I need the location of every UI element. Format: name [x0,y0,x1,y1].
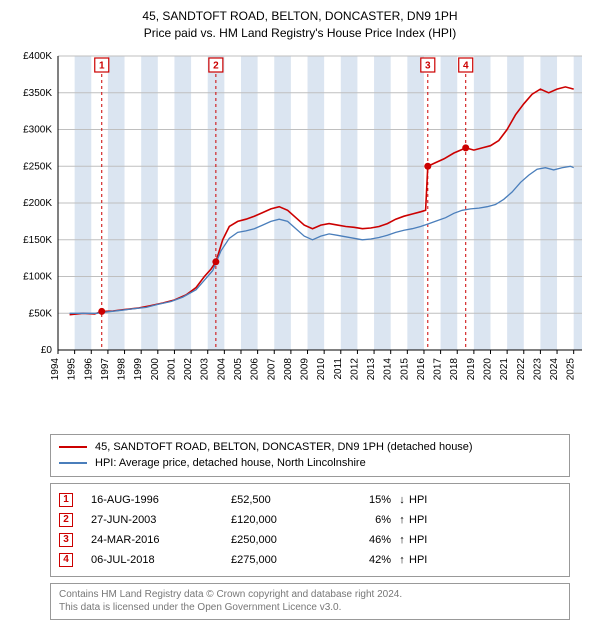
svg-text:2005: 2005 [233,357,244,380]
svg-text:2001: 2001 [166,357,177,380]
svg-text:1998: 1998 [117,357,128,380]
event-date: 06-JUL-2018 [91,554,231,566]
legend-label-hpi: HPI: Average price, detached house, Nort… [95,455,366,472]
event-price: £52,500 [231,494,341,506]
svg-text:2013: 2013 [366,357,377,380]
svg-text:£100K: £100K [23,271,52,282]
svg-text:2012: 2012 [349,357,360,380]
chart: £0 £50K £100K £150K £200K £250K £300K £350K £400… [10,48,590,428]
svg-text:2025: 2025 [566,357,577,380]
svg-text:£50K: £50K [29,308,53,319]
svg-text:£350K: £350K [23,87,52,98]
event-marker: 3 [59,533,73,547]
svg-text:2023: 2023 [532,357,543,380]
events-table: 116-AUG-1996£52,50015%↓HPI227-JUN-2003£1… [50,483,570,577]
svg-text:2: 2 [213,60,219,71]
svg-text:1999: 1999 [133,357,144,380]
svg-text:2017: 2017 [433,357,444,380]
svg-text:2003: 2003 [200,357,211,380]
svg-text:£250K: £250K [23,161,52,172]
svg-text:2007: 2007 [266,357,277,380]
svg-text:£200K: £200K [23,198,52,209]
event-marker: 1 [59,493,73,507]
event-hpi-label: HPI [409,494,427,506]
event-row: 1 16-AUG-1996£52,50015% ↓HPI [59,490,561,510]
event-delta: 6% [341,514,391,526]
event-date: 16-AUG-1996 [91,494,231,506]
event-arrow-icon: ↓ [395,494,409,506]
footer: Contains HM Land Registry data © Crown c… [50,583,570,620]
event-delta: 15% [341,494,391,506]
svg-text:2004: 2004 [216,357,227,380]
svg-text:2010: 2010 [316,357,327,380]
title-block: 45, SANDTOFT ROAD, BELTON, DONCASTER, DN… [10,8,590,42]
svg-text:2014: 2014 [383,357,394,380]
legend-item-hpi: HPI: Average price, detached house, Nort… [59,455,561,472]
svg-text:£400K: £400K [23,51,52,62]
event-hpi-label: HPI [409,554,427,566]
event-date: 27-JUN-2003 [91,514,231,526]
svg-text:2020: 2020 [483,357,494,380]
legend-item-price: 45, SANDTOFT ROAD, BELTON, DONCASTER, DN… [59,439,561,456]
legend-swatch-price [59,446,87,448]
event-arrow-icon: ↑ [395,554,409,566]
legend-swatch-hpi [59,462,87,464]
svg-text:2024: 2024 [549,357,560,380]
svg-text:2022: 2022 [516,357,527,380]
event-arrow-icon: ↑ [395,534,409,546]
svg-text:2002: 2002 [183,357,194,380]
svg-text:2009: 2009 [300,357,311,380]
event-delta: 42% [341,554,391,566]
svg-text:2008: 2008 [283,357,294,380]
svg-text:1994: 1994 [50,357,61,380]
svg-text:2011: 2011 [333,357,344,379]
svg-text:£0: £0 [41,345,53,356]
svg-text:1996: 1996 [83,357,94,380]
svg-text:4: 4 [463,60,469,71]
legend: 45, SANDTOFT ROAD, BELTON, DONCASTER, DN… [50,434,570,477]
svg-text:2019: 2019 [466,357,477,380]
event-date: 24-MAR-2016 [91,534,231,546]
event-price: £120,000 [231,514,341,526]
event-hpi-label: HPI [409,534,427,546]
svg-text:£300K: £300K [23,124,52,135]
event-row: 3 24-MAR-2016£250,00046% ↑HPI [59,530,561,550]
event-price: £250,000 [231,534,341,546]
title-line-1: 45, SANDTOFT ROAD, BELTON, DONCASTER, DN… [10,8,590,25]
footer-line-1: Contains HM Land Registry data © Crown c… [59,588,561,602]
svg-text:2000: 2000 [150,357,161,380]
svg-text:1997: 1997 [100,357,111,380]
svg-text:2015: 2015 [399,357,410,380]
event-marker: 2 [59,513,73,527]
svg-text:2018: 2018 [449,357,460,380]
chart-container: 45, SANDTOFT ROAD, BELTON, DONCASTER, DN… [0,0,600,626]
svg-text:£150K: £150K [23,234,52,245]
event-marker: 4 [59,553,73,567]
svg-text:3: 3 [425,60,431,71]
svg-text:2021: 2021 [499,357,510,380]
event-row: 2 27-JUN-2003£120,0006% ↑HPI [59,510,561,530]
title-line-2: Price paid vs. HM Land Registry's House … [10,25,590,42]
footer-line-2: This data is licensed under the Open Gov… [59,601,561,615]
event-hpi-label: HPI [409,514,427,526]
svg-text:2006: 2006 [250,357,261,380]
chart-svg: £0 £50K £100K £150K £200K £250K £300K £350K £400… [10,48,590,428]
svg-text:2016: 2016 [416,357,427,380]
event-price: £275,000 [231,554,341,566]
event-row: 4 06-JUL-2018£275,00042% ↑HPI [59,550,561,570]
event-delta: 46% [341,534,391,546]
event-arrow-icon: ↑ [395,514,409,526]
legend-label-price: 45, SANDTOFT ROAD, BELTON, DONCASTER, DN… [95,439,473,456]
svg-text:1995: 1995 [67,357,78,380]
svg-text:1: 1 [99,60,105,71]
